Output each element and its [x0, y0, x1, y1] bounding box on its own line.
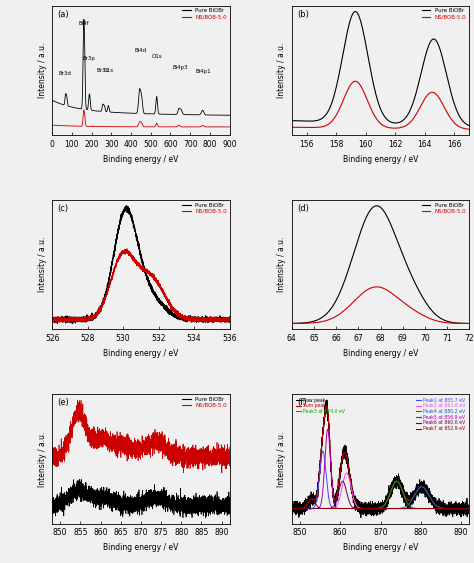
- Sum peak: [461, 505, 467, 512]
- Sum peak: [364, 505, 369, 512]
- Y-axis label: Intensity / a.u.: Intensity / a.u.: [277, 237, 286, 292]
- Legend: Peak1 at 855.7 eV, Peak2 at 861.6 eV, Peak4 at 880.2 eV, Peak5 at 856.9 eV, Peak: Peak1 at 855.7 eV, Peak2 at 861.6 eV, Pe…: [416, 397, 465, 431]
- Y-axis label: Intensity / a.u.: Intensity / a.u.: [277, 431, 286, 486]
- Legend: Pure BiOBr, NS/BOB-5.0: Pure BiOBr, NS/BOB-5.0: [422, 203, 466, 214]
- Sum peak: [324, 403, 329, 409]
- Legend: Pure BiOBr, NS/BOB-5.0: Pure BiOBr, NS/BOB-5.0: [182, 8, 227, 20]
- Text: Bi4f: Bi4f: [79, 21, 90, 26]
- Y-axis label: Intensity / a.u.: Intensity / a.u.: [37, 237, 46, 292]
- X-axis label: Binding energy / eV: Binding energy / eV: [343, 348, 418, 358]
- Sum peak: [289, 505, 295, 512]
- X-axis label: Binding energy / eV: Binding energy / eV: [343, 154, 418, 163]
- Text: O1s: O1s: [151, 54, 162, 59]
- X-axis label: Binding energy / eV: Binding energy / eV: [103, 154, 179, 163]
- Text: Bi4d: Bi4d: [134, 48, 146, 53]
- Raw peak: [289, 501, 295, 508]
- Raw peak: [365, 501, 371, 508]
- Legend: Pure BiOBr, NS/BOB-5.0: Pure BiOBr, NS/BOB-5.0: [422, 8, 466, 20]
- Text: Br3p: Br3p: [83, 56, 96, 61]
- X-axis label: Binding energy / eV: Binding energy / eV: [343, 543, 418, 552]
- Raw peak: [461, 509, 467, 516]
- Raw peak: [358, 515, 364, 521]
- Sum peak: [365, 505, 371, 512]
- Raw peak: [324, 396, 330, 403]
- Y-axis label: Intensity / a.u.: Intensity / a.u.: [37, 43, 46, 98]
- Text: Bi4p1: Bi4p1: [195, 69, 210, 74]
- Text: (c): (c): [57, 204, 69, 213]
- X-axis label: Binding energy / eV: Binding energy / eV: [103, 543, 179, 552]
- Text: Bi4p3: Bi4p3: [172, 65, 188, 70]
- Sum peak: [418, 484, 424, 490]
- Text: (b): (b): [297, 10, 309, 19]
- Text: C1s: C1s: [104, 68, 114, 73]
- Y-axis label: Intensity / a.u.: Intensity / a.u.: [277, 43, 286, 98]
- Raw peak: [466, 506, 472, 512]
- Sum peak: [466, 505, 472, 512]
- Raw peak: [452, 502, 458, 509]
- Legend: Pure BiOBr, NS/BOB-5.0: Pure BiOBr, NS/BOB-5.0: [182, 397, 227, 408]
- Text: (e): (e): [57, 398, 69, 407]
- Text: Br3s: Br3s: [97, 68, 109, 73]
- Text: (d): (d): [297, 204, 309, 213]
- Text: Br3d: Br3d: [59, 71, 72, 76]
- Raw peak: [374, 504, 379, 511]
- Sum peak: [374, 505, 379, 512]
- Text: (a): (a): [57, 10, 69, 19]
- Line: Sum peak: Sum peak: [292, 406, 469, 508]
- Line: Raw peak: Raw peak: [292, 400, 469, 518]
- Sum peak: [452, 505, 458, 512]
- Raw peak: [418, 485, 424, 491]
- Raw peak: [364, 508, 369, 515]
- Text: (f): (f): [297, 398, 307, 407]
- Y-axis label: Intensity / a.u.: Intensity / a.u.: [37, 431, 46, 486]
- X-axis label: Binding energy / eV: Binding energy / eV: [103, 348, 179, 358]
- Legend: Pure BiOBr, NS/BOB-5.0: Pure BiOBr, NS/BOB-5.0: [182, 203, 227, 214]
